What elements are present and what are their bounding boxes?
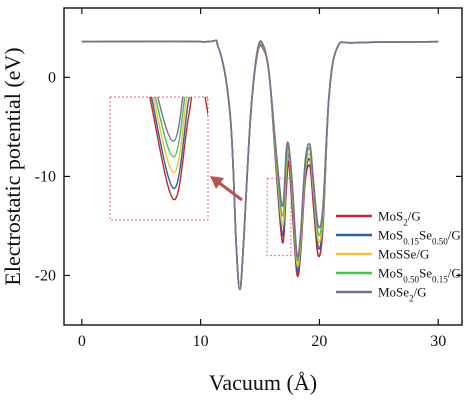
zoom-box (266, 177, 292, 257)
inset-series-line-1 (150, 97, 208, 190)
legend-text-part: MoSe (378, 285, 409, 300)
legend-text-part: /G (414, 285, 427, 300)
x-tick-label: 20 (311, 333, 327, 350)
zoom-indicator (210, 176, 292, 257)
legend-text-part: MoS (378, 228, 403, 243)
inset-series-line-0 (149, 97, 208, 201)
legend-text-part: Se (419, 228, 432, 243)
series-lines (81, 39, 439, 291)
zoom-arrow-head (210, 176, 224, 189)
series-line-4 (81, 39, 439, 291)
legend-label-2: MoSSe/G (378, 247, 429, 262)
legend-subscript: 0.15 (432, 275, 448, 285)
legend-text-part: Se (419, 266, 432, 281)
inset-series-line-3 (154, 97, 186, 158)
inset-frame (109, 96, 209, 221)
inset-panel (109, 96, 209, 221)
y-axis-title: Electrostatic potential (eV) (0, 47, 25, 285)
legend-subscript: 0.50 (432, 237, 448, 247)
legend-label-1: MoS0.15Se0.50/G (378, 228, 461, 247)
legend-subscript: 0.15 (403, 237, 419, 247)
legend-label-3: MoS0.50Se0.15/G (378, 266, 461, 285)
legend-text-part: MoS (378, 209, 403, 224)
legend-subscript: 2 (409, 294, 414, 304)
zoom-arrow-shaft (217, 180, 243, 202)
x-tick-label: 30 (430, 333, 446, 350)
legend-text-part: /G (408, 209, 421, 224)
x-axis-title: Vacuum (Å) (209, 370, 317, 395)
legend-subscript: 2 (403, 218, 408, 228)
y-tick-label: -10 (35, 168, 56, 185)
inset-curves (149, 97, 208, 201)
inset-series-line-4 (157, 97, 184, 142)
inset-series-line-2 (152, 97, 188, 174)
legend: MoS2/GMoS0.15Se0.50/GMoSSe/GMoS0.50Se0.1… (336, 209, 461, 304)
legend-text-part: MoS (378, 266, 403, 281)
legend-label-4: MoSe2/G (378, 285, 427, 304)
y-tick-label: 0 (48, 69, 56, 86)
legend-text-part: /G (448, 228, 461, 243)
legend-text-part: MoSSe (378, 247, 417, 262)
y-tick-label: -20 (35, 267, 56, 284)
legend-subscript: 0.50 (403, 275, 419, 285)
x-tick-label: 10 (193, 333, 209, 350)
plot-frame (63, 7, 463, 326)
legend-label-0: MoS2/G (378, 209, 421, 228)
legend-text-part: /G (448, 266, 461, 281)
legend-text-part: /G (416, 247, 429, 262)
axes: 0 10 20 30 0 -10 -20 (35, 7, 463, 350)
x-tick-label: 0 (78, 333, 86, 350)
